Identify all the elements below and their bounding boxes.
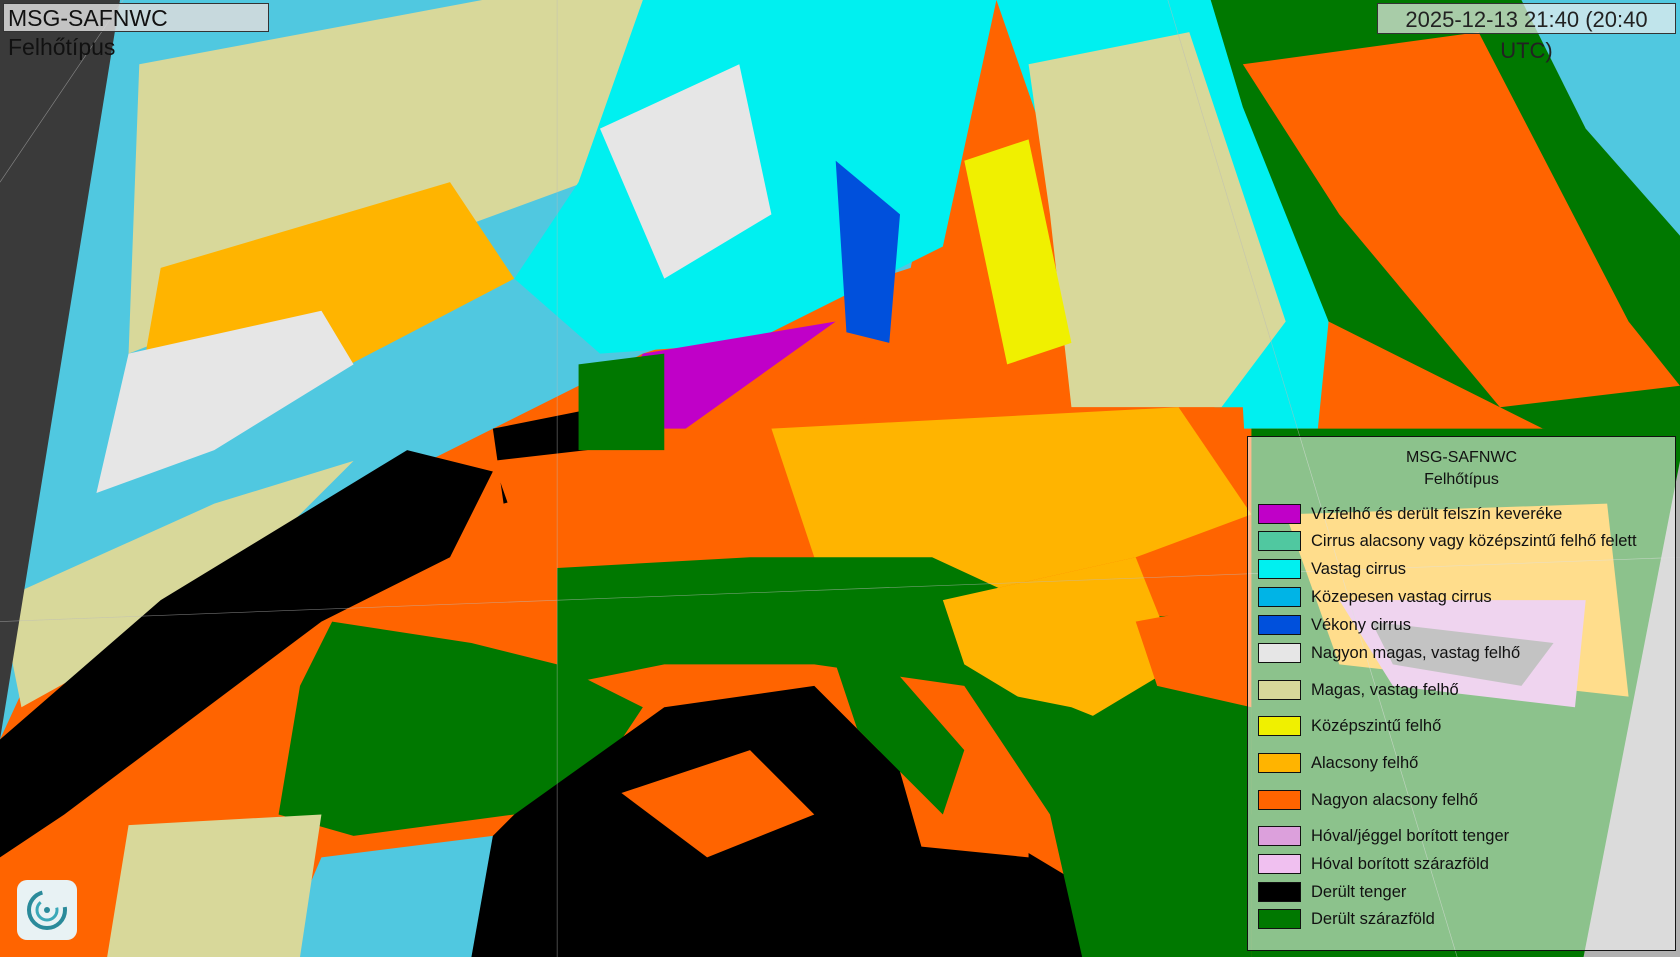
legend-swatch [1258, 790, 1301, 810]
safnwc-logo [17, 880, 77, 940]
legend-title: MSG-SAFNWC [1405, 449, 1518, 466]
legend-label: Magas, vastag felhő [1311, 680, 1459, 699]
legend-item: Vízfelhő és derült felszín keveréke [1258, 504, 1562, 524]
timestamp: 2025-12-13 21:40 (20:40 UTC) [1377, 3, 1676, 63]
legend-label: Alacsony felhő [1311, 753, 1419, 772]
legend-swatch [1258, 854, 1301, 874]
legend-item: Cirrus alacsony vagy középszintű felhő f… [1258, 531, 1637, 551]
legend-label: Hóval/jéggel borított tenger [1311, 826, 1510, 845]
legend-swatch [1258, 753, 1301, 773]
legend-label: Vékony cirrus [1311, 615, 1411, 634]
legend-item: Hóval/jéggel borított tenger [1258, 826, 1509, 846]
legend-swatch [1258, 909, 1301, 929]
legend-label: Nagyon magas, vastag felhő [1311, 643, 1521, 662]
legend-swatch [1258, 882, 1301, 902]
legend-swatch [1258, 826, 1301, 846]
legend-item: Derült szárazföld [1258, 909, 1435, 929]
map-title: MSG-SAFNWC Felhőtípus [3, 3, 269, 60]
legend-swatch [1258, 716, 1301, 736]
legend-label: Nagyon alacsony felhő [1311, 790, 1478, 809]
legend-label: Közepesen vastag cirrus [1311, 587, 1492, 606]
legend-subtitle: Felhőtípus [1424, 471, 1499, 488]
legend-label: Derült szárazföld [1311, 909, 1435, 928]
legend-swatch [1258, 587, 1301, 607]
legend-item: Derült tenger [1258, 882, 1406, 902]
legend-item: Alacsony felhő [1258, 753, 1418, 773]
legend-swatch [1258, 680, 1301, 700]
legend-label: Vastag cirrus [1311, 559, 1407, 578]
swirl-logo-icon [27, 890, 67, 930]
legend-label: Hóval borított szárazföld [1311, 854, 1489, 873]
legend: MSG-SAFNWC Felhőtípus Vízfelhő és derült… [1247, 436, 1676, 951]
legend-item: Vastag cirrus [1258, 559, 1406, 579]
legend-swatch [1258, 504, 1301, 524]
legend-item: Nagyon alacsony felhő [1258, 790, 1478, 810]
legend-item: Magas, vastag felhő [1258, 680, 1459, 700]
legend-label: Cirrus alacsony vagy középszintű felhő f… [1311, 531, 1637, 550]
legend-item: Vékony cirrus [1258, 615, 1411, 635]
legend-item: Középszintű felhő [1258, 716, 1441, 736]
legend-item: Nagyon magas, vastag felhő [1258, 643, 1520, 663]
legend-item: Hóval borított szárazföld [1258, 854, 1489, 874]
legend-item: Közepesen vastag cirrus [1258, 587, 1492, 607]
legend-swatch [1258, 643, 1301, 663]
legend-swatch [1258, 531, 1301, 551]
legend-label: Vízfelhő és derült felszín keveréke [1311, 504, 1563, 523]
legend-label: Derült tenger [1311, 882, 1407, 901]
legend-swatch [1258, 615, 1301, 635]
legend-label: Középszintű felhő [1311, 716, 1442, 735]
legend-swatch [1258, 559, 1301, 579]
